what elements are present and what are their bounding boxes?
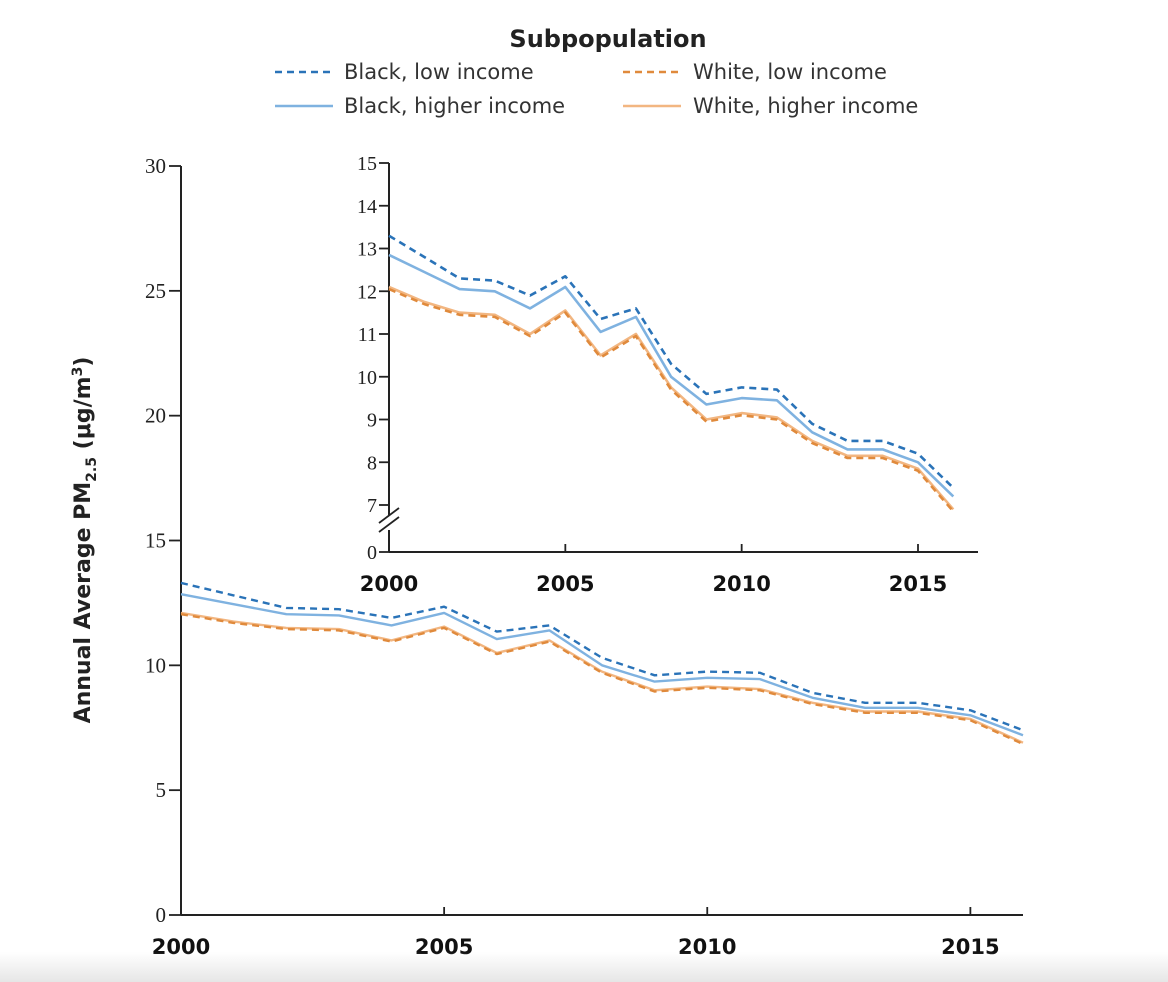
bottom-fade: [0, 952, 1168, 982]
inset-axis-break-mark-2: [378, 516, 400, 533]
main-plot: 0 5 10 15 20 25 30 2000 2005 2010 2015: [145, 154, 1024, 959]
inset-y-tick-label-0: 0: [367, 542, 377, 564]
legend-label-black-low-income: Black, low income: [344, 60, 534, 84]
main-y-tick-label-5: 5: [156, 778, 167, 802]
inset-y-tick-label-11: 11: [358, 324, 377, 346]
main-y-tick-label-10: 10: [145, 653, 166, 677]
main-y-tick-label-15: 15: [145, 529, 166, 553]
legend-item-white-low-income: White, low income: [623, 60, 887, 84]
inset-x-tick-label-2015: 2015: [889, 572, 947, 596]
inset-series-line-black-low-income: [388, 234, 955, 489]
inset-y-tick-label-12: 12: [357, 281, 377, 303]
inset-y-tick-label-13: 13: [357, 239, 377, 261]
main-y-tick-label-30: 30: [145, 154, 166, 178]
inset-y-tick-label-14: 14: [357, 196, 377, 218]
inset-series-line-white-low-income: [388, 287, 955, 513]
inset-plot: 0 7 8 9 10 11 12 13 14 15 2000 2005 2010 2015: [357, 153, 978, 596]
main-y-tick-label-20: 20: [145, 404, 166, 428]
inset-x-tick-label-2005: 2005: [536, 572, 594, 596]
y-axis-title: Annual Average PM2.5 (μg/m3): [70, 357, 100, 724]
legend-label-white-higher-income: White, higher income: [693, 94, 918, 118]
legend-label-black-higher-income: Black, higher income: [344, 94, 565, 118]
legend-title: Subpopulation: [509, 25, 706, 53]
inset-axis-break-mark-1: [378, 507, 400, 524]
inset-series-line-white-higher-income: [388, 285, 955, 511]
legend-items: Black, low income Black, higher income Whi…: [275, 60, 918, 118]
inset-y-tick-label-9: 9: [367, 410, 377, 432]
main-series-line-black-higher-income: [180, 593, 1024, 737]
legend-item-black-higher-income: Black, higher income: [275, 94, 565, 118]
inset-x-tick-label-2010: 2010: [712, 572, 770, 596]
inset-x-tick-label-2000: 2000: [360, 572, 418, 596]
inset-y-tick-label-7: 7: [367, 495, 377, 517]
inset-y-tick-label-10: 10: [357, 367, 377, 389]
inset-y-tick-label-8: 8: [367, 452, 377, 474]
main-series-line-white-low-income: [180, 613, 1024, 746]
main-series-line-white-higher-income: [180, 611, 1024, 744]
legend-item-white-higher-income: White, higher income: [623, 94, 918, 118]
inset-series-line-black-higher-income: [388, 253, 955, 498]
legend-label-white-low-income: White, low income: [693, 60, 887, 84]
inset-y-tick-label-15: 15: [357, 153, 377, 175]
legend-item-black-low-income: Black, low income: [275, 60, 534, 84]
main-y-tick-label-25: 25: [145, 279, 166, 303]
legend: Subpopulation Black, low income Black, hi…: [275, 25, 918, 118]
main-y-tick-label-0: 0: [156, 903, 167, 927]
